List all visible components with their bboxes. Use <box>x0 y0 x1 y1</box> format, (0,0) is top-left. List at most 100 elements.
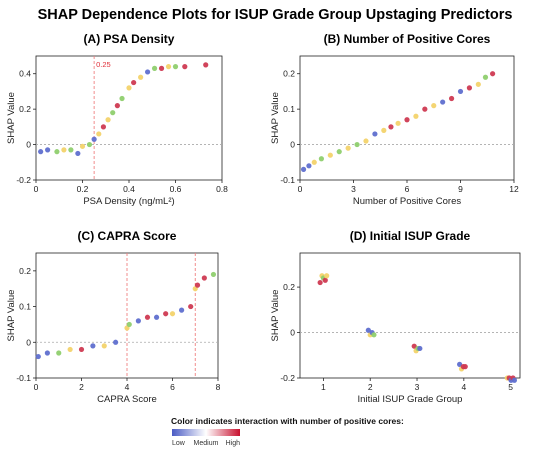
data-point <box>371 332 377 338</box>
y-axis-label: SHAP Value <box>270 290 281 342</box>
panel-title: (D) Initial ISUP Grade <box>350 229 471 243</box>
x-axis-label: PSA Density (ng/mL²) <box>83 196 174 207</box>
data-point <box>169 311 176 317</box>
data-point <box>354 141 360 148</box>
data-point <box>422 106 428 112</box>
data-point <box>462 364 468 370</box>
data-point <box>345 145 351 151</box>
data-point <box>119 95 125 102</box>
x-tick-label: 3 <box>415 382 420 392</box>
data-point <box>182 64 188 70</box>
data-point <box>210 271 217 278</box>
data-point <box>417 345 423 352</box>
data-point <box>35 353 41 360</box>
y-tick-label: -0.2 <box>280 373 295 383</box>
data-point <box>322 277 328 283</box>
y-tick-label: 0.2 <box>19 266 31 276</box>
x-tick-label: 6 <box>405 184 410 194</box>
data-point <box>324 273 330 279</box>
x-tick-label: 0.8 <box>216 184 228 194</box>
data-point <box>68 147 74 153</box>
figure-title: SHAP Dependence Plots for ISUP Grade Gro… <box>38 7 513 23</box>
x-tick-label: 8 <box>216 382 221 392</box>
data-point <box>511 377 517 383</box>
data-point <box>153 314 160 320</box>
data-point <box>365 327 371 333</box>
data-point <box>490 71 496 77</box>
data-point <box>440 99 446 105</box>
legend-title: Color indicates interaction with number … <box>171 416 404 426</box>
data-point <box>158 65 165 71</box>
y-tick-label: 0.2 <box>283 69 295 79</box>
data-point <box>79 143 86 149</box>
y-tick-label: 0 <box>290 328 295 338</box>
plot-frame <box>35 55 223 181</box>
data-point <box>113 339 119 345</box>
data-point <box>135 318 141 324</box>
data-point <box>54 149 60 155</box>
y-tick-label: -0.1 <box>280 175 295 185</box>
data-point <box>90 343 96 349</box>
x-axis-label: Number of Positive Cores <box>353 196 461 207</box>
data-point <box>318 156 324 162</box>
data-point <box>38 149 44 155</box>
y-axis-label: SHAP Value <box>270 92 281 144</box>
y-tick-label: 0.2 <box>19 104 31 114</box>
data-point <box>165 64 172 70</box>
data-point <box>105 117 111 123</box>
x-tick-label: 4 <box>461 382 466 392</box>
data-point <box>45 147 51 153</box>
x-tick-label: 6 <box>170 382 175 392</box>
y-tick-label: 0.4 <box>19 69 31 79</box>
data-point <box>138 74 144 80</box>
legend-colorbar <box>172 429 240 436</box>
data-point <box>67 346 73 353</box>
x-tick-label: 9 <box>458 184 463 194</box>
x-tick-label: 3 <box>351 184 356 194</box>
x-tick-label: 0 <box>298 184 303 194</box>
data-point <box>466 85 473 91</box>
data-point <box>336 149 342 155</box>
panel-title: (C) CAPRA Score <box>78 229 177 243</box>
legend-label-medium: Medium <box>194 440 219 447</box>
y-tick-label: 0.1 <box>283 104 295 114</box>
x-tick-label: 1 <box>321 382 326 392</box>
x-tick-label: 4 <box>125 382 130 392</box>
x-tick-label: 0 <box>34 184 39 194</box>
data-point <box>381 127 387 133</box>
data-point <box>126 321 132 328</box>
panel-title: (A) PSA Density <box>84 32 175 46</box>
data-point <box>327 152 333 158</box>
y-tick-label: 0.2 <box>283 282 295 292</box>
data-point <box>44 350 50 356</box>
data-point <box>411 343 417 349</box>
data-point <box>201 275 207 281</box>
x-tick-label: 0.2 <box>77 184 89 194</box>
data-point <box>172 64 179 70</box>
data-point <box>91 136 97 142</box>
data-point <box>86 141 93 148</box>
y-axis-label: SHAP Value <box>6 92 17 144</box>
x-axis-label: Initial ISUP Grade Group <box>358 394 463 405</box>
data-point <box>388 124 394 130</box>
data-point <box>457 88 464 95</box>
data-point <box>311 159 317 165</box>
data-point <box>179 307 185 313</box>
x-tick-label: 0 <box>34 382 39 392</box>
data-point <box>448 95 455 102</box>
data-point <box>404 117 410 123</box>
data-point <box>101 343 107 349</box>
y-tick-label: -0.1 <box>16 373 31 383</box>
y-tick-label: 0 <box>290 140 295 150</box>
x-tick-label: 5 <box>508 382 513 392</box>
data-point <box>317 279 323 286</box>
color-legend: Color indicates interaction with number … <box>171 416 404 447</box>
data-point <box>96 131 102 137</box>
data-point <box>110 110 116 116</box>
data-point <box>61 147 67 153</box>
data-point <box>114 103 120 109</box>
plot-frame <box>299 252 521 379</box>
